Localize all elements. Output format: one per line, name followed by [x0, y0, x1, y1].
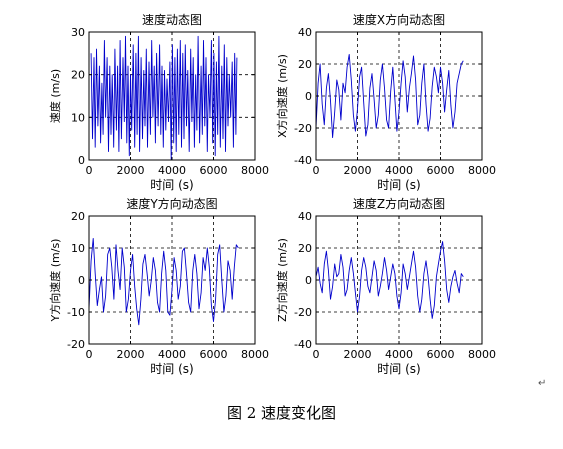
y-tick-label: 20 — [71, 69, 85, 82]
data-line — [90, 35, 238, 161]
x-tick-label: 6000 — [427, 164, 455, 177]
chart-title: 速度动态图 — [142, 12, 202, 27]
y-tick-label: 40 — [298, 210, 312, 223]
y-tick-label: 0 — [78, 154, 85, 167]
y-tick-label: 10 — [71, 242, 85, 255]
x-tick-label: 2000 — [117, 164, 145, 177]
y-tick-label: 40 — [298, 26, 312, 39]
x-tick-label: 8000 — [468, 164, 496, 177]
x-tick-label: 4000 — [158, 348, 186, 361]
y-tick-label: 0 — [305, 274, 312, 287]
chart-title: 速度Z方向动态图 — [353, 196, 445, 211]
data-line — [88, 237, 239, 326]
x-tick-label: 4000 — [385, 164, 413, 177]
y-axis-label: X方向速度 (m/s) — [275, 54, 289, 138]
x-tick-label: 2000 — [344, 164, 372, 177]
y-tick-label: 20 — [298, 58, 312, 71]
x-tick-label: 4000 — [158, 164, 186, 177]
x-tick-label: 0 — [313, 348, 320, 361]
figure-caption: 图 2 速度变化图 — [226, 404, 337, 422]
x-tick-label: 0 — [313, 164, 320, 177]
x-tick-label: 8000 — [468, 348, 496, 361]
y-tick-label: -20 — [67, 338, 85, 351]
y-tick-label: 0 — [305, 90, 312, 103]
paragraph-mark: ↵ — [538, 378, 547, 389]
y-axis-label: Z方向速度 (m/s) — [275, 238, 289, 322]
chart-title: 速度X方向动态图 — [353, 12, 445, 27]
x-tick-label: 4000 — [385, 348, 413, 361]
x-tick-label: 8000 — [241, 164, 269, 177]
x-tick-label: 6000 — [427, 348, 455, 361]
y-tick-label: -20 — [294, 306, 312, 319]
y-tick-label: -40 — [294, 154, 312, 167]
data-line — [315, 241, 464, 319]
y-tick-label: 20 — [298, 242, 312, 255]
y-tick-label: 20 — [71, 210, 85, 223]
x-axis-label: 时间 (s) — [150, 178, 193, 192]
x-tick-label: 0 — [86, 164, 93, 177]
y-tick-label: -20 — [294, 122, 312, 135]
x-tick-label: 6000 — [200, 164, 228, 177]
chart-title: 速度Y方向动态图 — [126, 196, 217, 211]
y-tick-label: -40 — [294, 338, 312, 351]
data-line — [315, 53, 464, 139]
x-axis-label: 时间 (s) — [377, 362, 420, 376]
x-axis-label: 时间 (s) — [150, 362, 193, 376]
y-tick-label: 0 — [78, 274, 85, 287]
y-tick-label: 10 — [71, 111, 85, 124]
y-axis-label: Y方向速度 (m/s) — [48, 239, 62, 323]
y-tick-label: 30 — [71, 26, 85, 39]
y-axis-label: 速度 (m/s) — [48, 69, 62, 123]
x-tick-label: 0 — [86, 348, 93, 361]
y-tick-label: -10 — [67, 306, 85, 319]
x-axis-label: 时间 (s) — [377, 178, 420, 192]
x-tick-label: 6000 — [200, 348, 228, 361]
x-tick-label: 2000 — [117, 348, 145, 361]
x-tick-label: 8000 — [241, 348, 269, 361]
x-tick-label: 2000 — [344, 348, 372, 361]
